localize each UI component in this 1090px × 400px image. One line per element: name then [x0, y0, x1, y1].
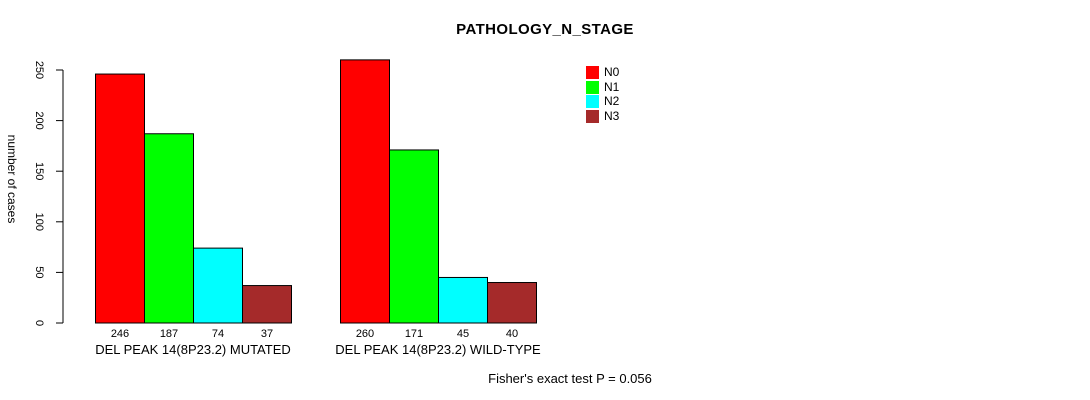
- bar-n2-group1: [193, 247, 243, 324]
- legend-label: N3: [604, 108, 620, 123]
- bar-value-label: 74: [212, 328, 224, 340]
- legend-label: N0: [604, 64, 620, 79]
- group-label: DEL PEAK 14(8P23.2) WILD-TYPE: [335, 342, 541, 357]
- bar-value-label: 171: [405, 328, 423, 340]
- bar-value-label: 246: [111, 328, 129, 340]
- bar-n0-group1: [95, 73, 145, 324]
- legend-label: N2: [604, 94, 620, 109]
- fisher-test-note: Fisher's exact test P = 0.056: [488, 371, 652, 386]
- y-axis-tick-label: 200: [33, 111, 45, 129]
- legend-item: N2: [586, 94, 619, 109]
- bar-value-label: 40: [506, 328, 518, 340]
- y-axis-tick-label: 0: [33, 320, 45, 326]
- y-axis-tick-label: 250: [33, 61, 45, 79]
- group-label: DEL PEAK 14(8P23.2) MUTATED: [95, 342, 291, 357]
- legend-item: N1: [586, 80, 619, 95]
- bar-n1-group1: [144, 133, 194, 324]
- legend-swatch-n3: [586, 109, 599, 123]
- bar-n1-group2: [389, 149, 439, 324]
- y-axis-tick-label: 150: [33, 162, 45, 180]
- bar-n2-group2: [438, 276, 488, 324]
- legend-swatch-n1: [586, 80, 599, 94]
- legend-swatch-n0: [586, 65, 599, 79]
- bar-value-label: 187: [160, 328, 178, 340]
- legend-swatch-n2: [586, 95, 599, 109]
- bar-n0-group2: [340, 59, 390, 324]
- legend: N0 N1 N2 N3: [586, 65, 619, 124]
- legend-item: N0: [586, 65, 619, 80]
- legend-label: N1: [604, 79, 620, 94]
- chart-title: PATHOLOGY_N_STAGE: [456, 21, 634, 38]
- legend-item: N3: [586, 109, 619, 124]
- y-axis-title: number of cases: [5, 135, 19, 224]
- bar-value-label: 37: [261, 328, 273, 340]
- bar-n3-group2: [487, 282, 537, 324]
- y-axis-tick-label: 100: [33, 213, 45, 231]
- y-axis-tick-label: 50: [33, 266, 45, 278]
- bar-value-label: 260: [356, 328, 374, 340]
- bar-value-label: 45: [457, 328, 469, 340]
- bar-n3-group1: [242, 285, 292, 324]
